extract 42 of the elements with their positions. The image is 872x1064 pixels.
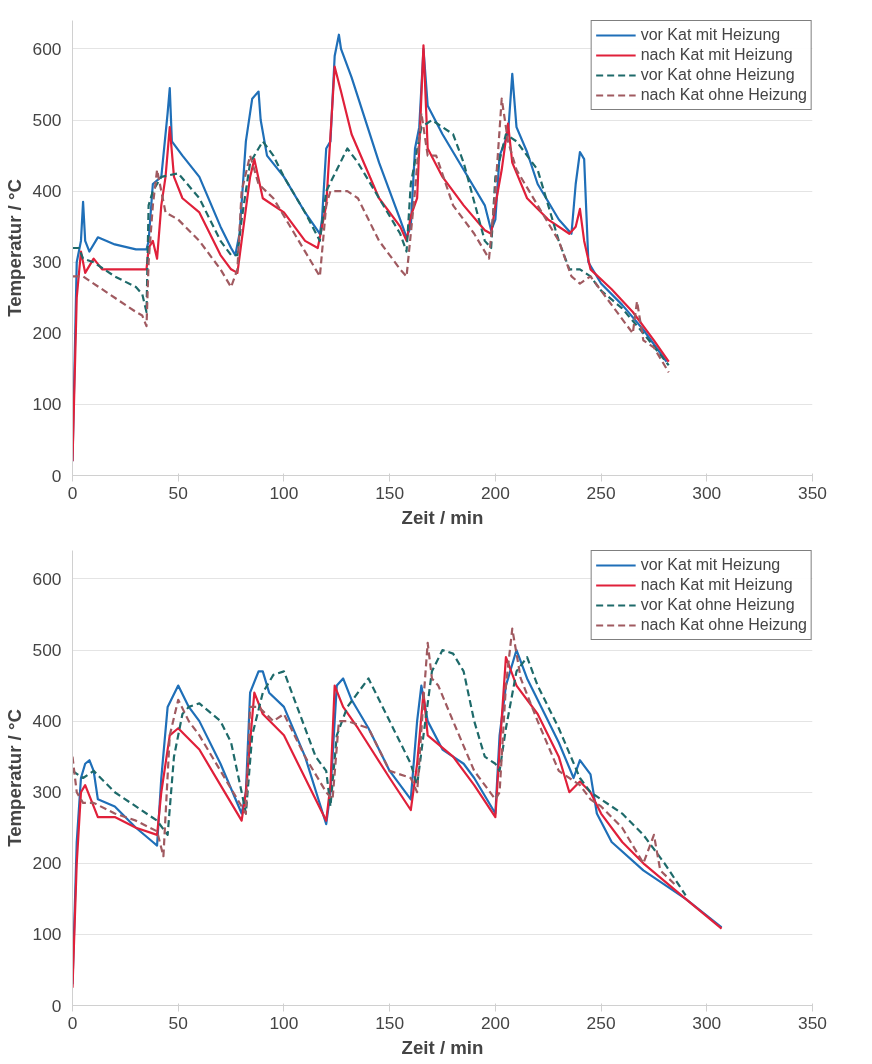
y-tick-label: 500	[32, 110, 62, 131]
x-tick-label: 200	[480, 1012, 510, 1033]
legend-label: vor Kat mit Heizung	[640, 26, 781, 44]
x-tick-label: 0	[67, 482, 78, 503]
y-tick-label: 0	[51, 465, 62, 486]
y-tick-label: 100	[32, 394, 62, 415]
y-axis-title: Temperatur / °C	[3, 709, 25, 847]
x-tick-label: 350	[798, 482, 827, 503]
y-tick-label: 300	[32, 252, 62, 273]
legend-label: nach Kat mit Heizung	[640, 576, 793, 594]
x-tick-label: 350	[798, 1012, 827, 1033]
x-tick-label: 250	[586, 1012, 616, 1033]
legend-label: nach Kat mit Heizung	[640, 46, 793, 64]
y-tick-label: 600	[32, 568, 62, 589]
y-tick-label: 0	[51, 995, 62, 1016]
x-axis-title: Zeit / min	[401, 506, 484, 528]
x-tick-label: 250	[586, 482, 616, 503]
legend-label: vor Kat ohne Heizung	[640, 596, 795, 614]
x-axis-title: Zeit / min	[401, 1036, 484, 1058]
y-tick-label: 200	[32, 853, 62, 874]
y-tick-label: 600	[32, 38, 62, 59]
legend-label: nach Kat ohne Heizung	[640, 86, 807, 104]
x-tick-label: 50	[168, 1012, 188, 1033]
x-tick-label: 50	[168, 482, 188, 503]
x-tick-label: 300	[692, 1012, 722, 1033]
x-tick-label: 150	[375, 482, 405, 503]
y-tick-label: 400	[32, 711, 62, 732]
x-tick-label: 150	[375, 1012, 405, 1033]
y-tick-label: 500	[32, 640, 62, 661]
x-tick-label: 100	[269, 482, 299, 503]
x-tick-label: 0	[67, 1012, 78, 1033]
x-tick-label: 300	[692, 482, 722, 503]
y-tick-label: 300	[32, 782, 62, 803]
legend-label: nach Kat ohne Heizung	[640, 616, 807, 634]
y-tick-label: 100	[32, 924, 62, 945]
legend-label: vor Kat ohne Heizung	[640, 66, 795, 84]
y-axis-title: Temperatur / °C	[3, 179, 25, 317]
x-tick-label: 100	[269, 1012, 299, 1033]
y-tick-label: 200	[32, 323, 62, 344]
x-tick-label: 200	[480, 482, 510, 503]
legend-label: vor Kat mit Heizung	[640, 556, 781, 574]
y-tick-label: 400	[32, 181, 62, 202]
